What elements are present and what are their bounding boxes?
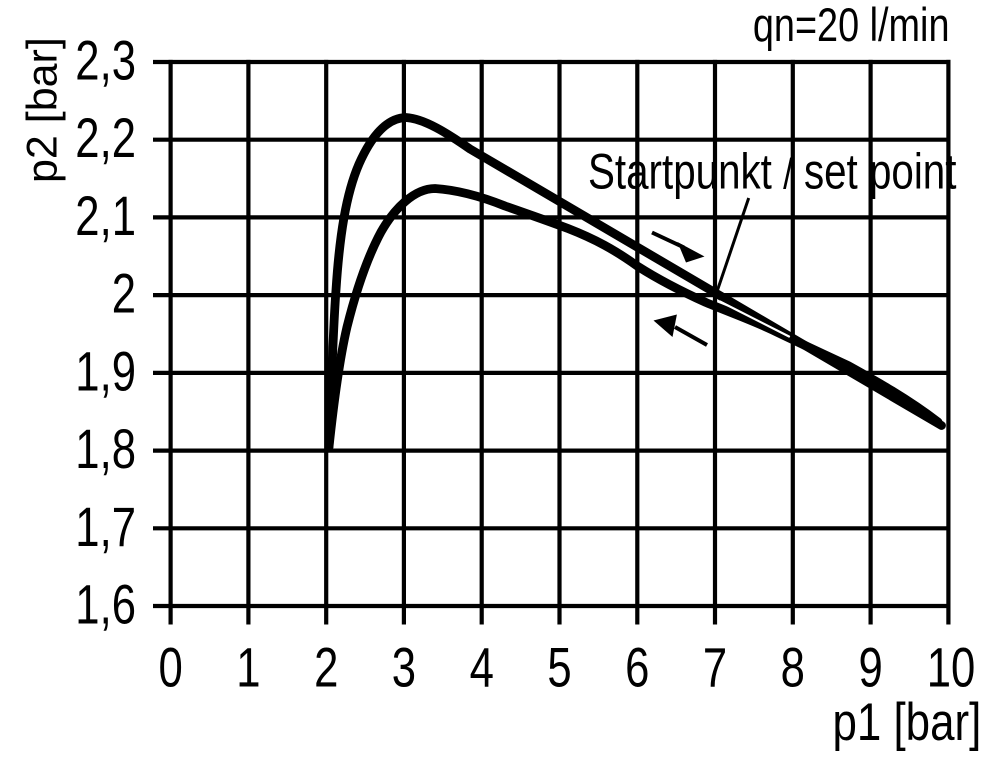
svg-text:1: 1 xyxy=(236,636,260,698)
svg-text:0: 0 xyxy=(158,636,182,698)
svg-text:5: 5 xyxy=(547,636,571,698)
svg-text:1,9: 1,9 xyxy=(75,340,136,402)
svg-text:6: 6 xyxy=(625,636,649,698)
svg-text:1,6: 1,6 xyxy=(75,573,136,635)
svg-text:2,3: 2,3 xyxy=(75,29,136,91)
svg-text:8: 8 xyxy=(781,636,805,698)
svg-text:1,7: 1,7 xyxy=(75,496,136,558)
svg-text:1,8: 1,8 xyxy=(75,418,136,480)
svg-text:2: 2 xyxy=(314,636,338,698)
svg-text:p2 [bar]: p2 [bar] xyxy=(19,37,67,183)
svg-text:2,1: 2,1 xyxy=(75,185,136,247)
svg-text:2,2: 2,2 xyxy=(75,107,136,169)
svg-text:4: 4 xyxy=(470,636,494,698)
svg-text:p1 [bar]: p1 [bar] xyxy=(833,693,982,752)
svg-text:10: 10 xyxy=(927,636,976,698)
svg-text:7: 7 xyxy=(703,636,727,698)
svg-text:9: 9 xyxy=(858,636,882,698)
svg-text:Startpunkt / set point: Startpunkt / set point xyxy=(588,143,957,199)
svg-text:3: 3 xyxy=(392,636,416,698)
svg-text:qn=20 l/min: qn=20 l/min xyxy=(753,0,950,52)
svg-text:2: 2 xyxy=(112,262,136,324)
